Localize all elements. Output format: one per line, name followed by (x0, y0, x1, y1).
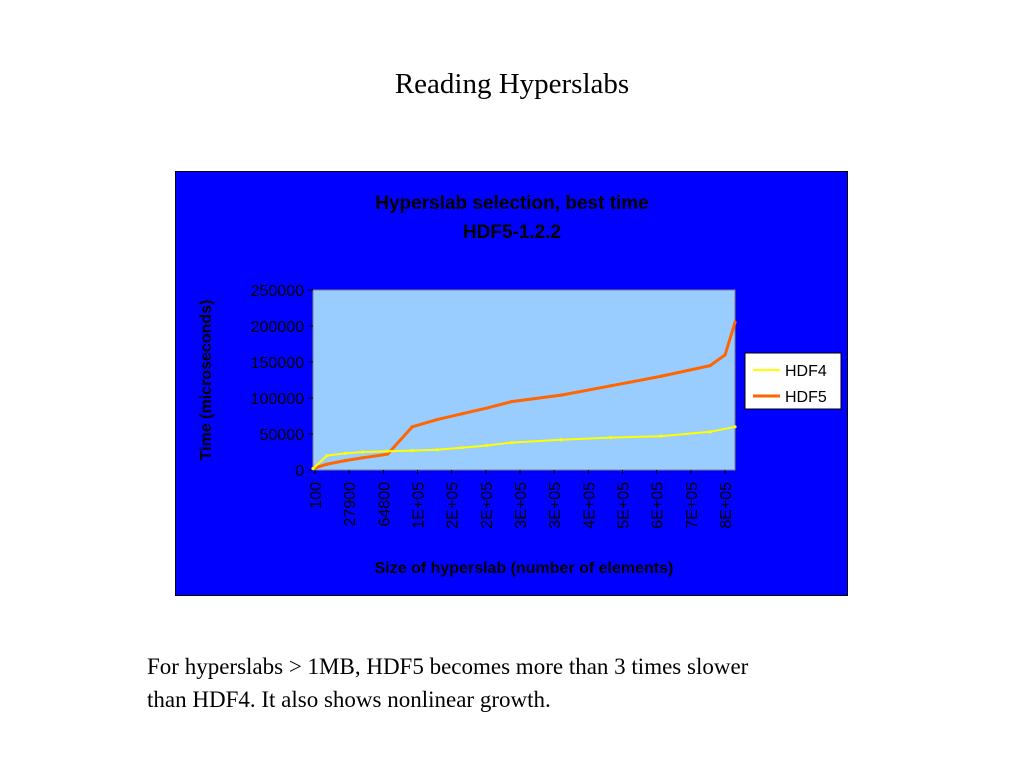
data-point-hdf4 (343, 451, 347, 456)
plot-area (312, 289, 736, 471)
data-point-hdf5 (325, 462, 329, 466)
y-tick-label: 100000 (251, 391, 304, 408)
y-axis-label: Time (microseconds) (198, 300, 215, 461)
data-point-hdf4 (609, 436, 613, 440)
caption-line-1: For hyperslabs > 1MB, HDF5 becomes more … (147, 654, 749, 679)
x-tick-label: 27900 (342, 482, 359, 527)
chart-svg: Hyperslab selection, best time HDF5-1.2.… (175, 171, 848, 596)
caption-line-2: than HDF4. It also shows nonlinear growt… (147, 687, 551, 712)
data-point-hdf4 (460, 446, 464, 450)
x-tick-label: 3E+05 (547, 482, 564, 529)
x-tick-label: 2E+05 (445, 482, 462, 529)
data-point-hdf4 (658, 434, 663, 438)
data-point-hdf4 (361, 450, 365, 454)
data-point-hdf5 (509, 400, 514, 404)
data-point-hdf4 (410, 448, 414, 453)
data-point-hdf5 (723, 353, 727, 357)
y-tick-label: 50000 (260, 427, 305, 444)
x-axis-label: Size of hyperslab (number of elements) (375, 560, 674, 577)
x-tick-label: 3E+05 (513, 482, 530, 529)
y-tick-label: 150000 (251, 355, 304, 372)
data-point-hdf4 (435, 448, 439, 452)
data-point-hdf5 (708, 364, 712, 368)
data-point-hdf5 (343, 459, 347, 463)
x-tick-label: 4E+05 (581, 482, 598, 529)
chart: Hyperslab selection, best time HDF5-1.2.… (175, 171, 848, 596)
x-tick-label: 8E+05 (718, 482, 735, 529)
y-tick-label: 0 (295, 463, 304, 480)
x-tick-label: 5E+05 (616, 482, 633, 529)
data-point-hdf4 (559, 438, 563, 442)
series-line-hdf5 (312, 321, 737, 471)
data-point-hdf5 (385, 452, 390, 456)
data-point-hdf5 (658, 374, 663, 378)
data-point-hdf5 (609, 384, 613, 388)
x-tick-label: 7E+05 (684, 482, 701, 529)
data-point-hdf4 (485, 443, 489, 448)
legend-box (744, 352, 842, 410)
slide-title: Reading Hyperslabs (394, 68, 630, 100)
x-tick-label: 2E+05 (479, 482, 496, 529)
series-layer (311, 320, 737, 471)
x-tick-label: 6E+05 (650, 482, 667, 529)
data-point-hdf4 (385, 449, 390, 453)
y-axis: 0 50000 100000 150000 200000 250000 (251, 283, 313, 480)
data-point-hdf4 (325, 454, 329, 458)
data-point-hdf5 (733, 320, 737, 324)
data-point-hdf4 (311, 466, 315, 471)
data-point-hdf5 (485, 406, 489, 410)
legend-label-hdf5: HDF5 (785, 389, 827, 406)
data-point-hdf4 (708, 430, 712, 434)
x-tick-label: 64800 (376, 482, 393, 527)
data-point-hdf5 (460, 412, 464, 416)
legend: HDF4 HDF5 (744, 352, 842, 410)
x-tick-label: 100 (308, 482, 325, 509)
x-tick-label: 1E+05 (411, 482, 428, 529)
chart-subtitle: HDF5-1.2.2 (463, 222, 561, 243)
data-point-hdf5 (559, 393, 563, 397)
y-tick-label: 200000 (251, 319, 304, 336)
x-axis: 100 27900 64800 1E+05 2E+05 2E+05 3E+05 3E+05 4E… (308, 470, 735, 529)
legend-label-hdf4: HDF4 (785, 363, 827, 380)
caption: For hyperslabs > 1MB, HDF5 becomes more … (147, 650, 907, 716)
data-point-hdf5 (410, 425, 414, 429)
data-point-hdf5 (361, 456, 365, 460)
chart-title: Hyperslab selection, best time (375, 193, 649, 214)
data-point-hdf4 (509, 441, 514, 445)
data-point-hdf5 (435, 418, 439, 422)
y-tick-label: 250000 (251, 283, 304, 300)
data-point-hdf4 (733, 425, 737, 429)
